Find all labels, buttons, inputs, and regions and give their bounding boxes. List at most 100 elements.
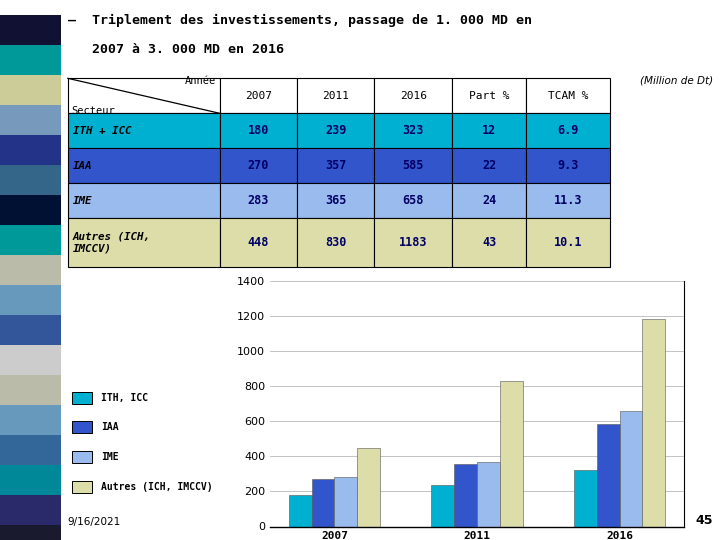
Text: Année: Année bbox=[185, 76, 216, 86]
Bar bbox=[72, 392, 91, 403]
Bar bbox=[220, 148, 297, 183]
Text: 2016: 2016 bbox=[400, 91, 427, 101]
Bar bbox=[0, 285, 61, 315]
Bar bbox=[454, 464, 477, 526]
Text: (Million de Dt): (Million de Dt) bbox=[640, 76, 714, 86]
Bar bbox=[0, 75, 61, 105]
Bar bbox=[68, 183, 220, 218]
Bar bbox=[374, 78, 452, 113]
Text: 24: 24 bbox=[482, 194, 496, 207]
Bar bbox=[374, 183, 452, 218]
Bar bbox=[0, 15, 61, 45]
Bar bbox=[526, 78, 610, 113]
Bar bbox=[0, 405, 61, 435]
Bar bbox=[68, 218, 220, 267]
Text: 180: 180 bbox=[248, 124, 269, 137]
Bar bbox=[72, 481, 91, 492]
Text: Secteur: Secteur bbox=[71, 106, 114, 116]
Bar bbox=[620, 411, 642, 526]
Bar bbox=[357, 448, 380, 526]
Text: 323: 323 bbox=[402, 124, 424, 137]
Text: IME: IME bbox=[73, 195, 93, 206]
Bar bbox=[68, 148, 220, 183]
Bar bbox=[0, 45, 61, 75]
Text: 2007 à 3. 000 MD en 2016: 2007 à 3. 000 MD en 2016 bbox=[68, 43, 284, 56]
Text: 448: 448 bbox=[248, 236, 269, 249]
Text: ITH, ICC: ITH, ICC bbox=[102, 393, 148, 403]
Bar bbox=[297, 113, 374, 148]
Text: IAA: IAA bbox=[73, 161, 93, 171]
Bar bbox=[477, 462, 500, 526]
Text: 283: 283 bbox=[248, 194, 269, 207]
Text: TCAM %: TCAM % bbox=[548, 91, 588, 101]
Bar bbox=[297, 148, 374, 183]
Bar bbox=[526, 148, 610, 183]
Bar bbox=[526, 113, 610, 148]
Bar bbox=[374, 218, 452, 267]
Bar bbox=[452, 148, 526, 183]
Text: 365: 365 bbox=[325, 194, 346, 207]
Text: –  Triplement des investissements, passage de 1. 000 MD en: – Triplement des investissements, passag… bbox=[68, 14, 532, 26]
Bar bbox=[220, 78, 297, 113]
Bar bbox=[0, 315, 61, 345]
Bar bbox=[452, 183, 526, 218]
Bar bbox=[220, 183, 297, 218]
Text: 239: 239 bbox=[325, 124, 346, 137]
Text: Autres (ICH, IMCCV): Autres (ICH, IMCCV) bbox=[102, 482, 213, 492]
Text: 45: 45 bbox=[696, 514, 714, 526]
Text: Part %: Part % bbox=[469, 91, 509, 101]
Text: IAA: IAA bbox=[102, 422, 119, 433]
Bar bbox=[0, 105, 61, 135]
Bar bbox=[220, 218, 297, 267]
Bar bbox=[0, 165, 61, 195]
Bar bbox=[0, 345, 61, 375]
Bar bbox=[0, 195, 61, 225]
Bar bbox=[452, 78, 526, 113]
Bar bbox=[312, 479, 334, 526]
Bar bbox=[431, 484, 454, 526]
Bar bbox=[289, 495, 312, 526]
Bar bbox=[0, 495, 61, 525]
Text: 357: 357 bbox=[325, 159, 346, 172]
Text: IME: IME bbox=[102, 452, 119, 462]
Bar bbox=[452, 218, 526, 267]
Bar bbox=[68, 78, 220, 113]
Bar bbox=[500, 381, 523, 526]
Bar bbox=[0, 225, 61, 255]
Text: 43: 43 bbox=[482, 236, 496, 249]
Text: Autres (ICH,
IMCCV): Autres (ICH, IMCCV) bbox=[73, 232, 151, 253]
Bar bbox=[220, 113, 297, 148]
Bar bbox=[72, 451, 91, 463]
Text: 2011: 2011 bbox=[323, 91, 349, 101]
Text: 270: 270 bbox=[248, 159, 269, 172]
Text: 12: 12 bbox=[482, 124, 496, 137]
Bar bbox=[0, 375, 61, 405]
Text: 585: 585 bbox=[402, 159, 424, 172]
Bar bbox=[297, 78, 374, 113]
Bar bbox=[526, 218, 610, 267]
Text: 22: 22 bbox=[482, 159, 496, 172]
Bar bbox=[297, 218, 374, 267]
Bar bbox=[452, 113, 526, 148]
Text: 9/16/2021: 9/16/2021 bbox=[68, 516, 121, 526]
Bar bbox=[526, 183, 610, 218]
Text: 1183: 1183 bbox=[399, 236, 428, 249]
Bar bbox=[72, 421, 91, 433]
Bar bbox=[642, 319, 665, 526]
Text: 658: 658 bbox=[402, 194, 424, 207]
Text: 10.1: 10.1 bbox=[554, 236, 582, 249]
Bar bbox=[597, 424, 620, 526]
Bar bbox=[297, 183, 374, 218]
Bar bbox=[0, 255, 61, 285]
Bar bbox=[374, 148, 452, 183]
Text: 2007: 2007 bbox=[245, 91, 271, 101]
Text: 9.3: 9.3 bbox=[557, 159, 579, 172]
Bar bbox=[334, 477, 357, 526]
Text: 11.3: 11.3 bbox=[554, 194, 582, 207]
Bar bbox=[0, 525, 61, 540]
Bar bbox=[574, 470, 597, 526]
Text: ITH + ICC: ITH + ICC bbox=[73, 126, 132, 136]
Bar bbox=[68, 113, 220, 148]
Bar bbox=[0, 465, 61, 495]
Bar bbox=[0, 435, 61, 465]
